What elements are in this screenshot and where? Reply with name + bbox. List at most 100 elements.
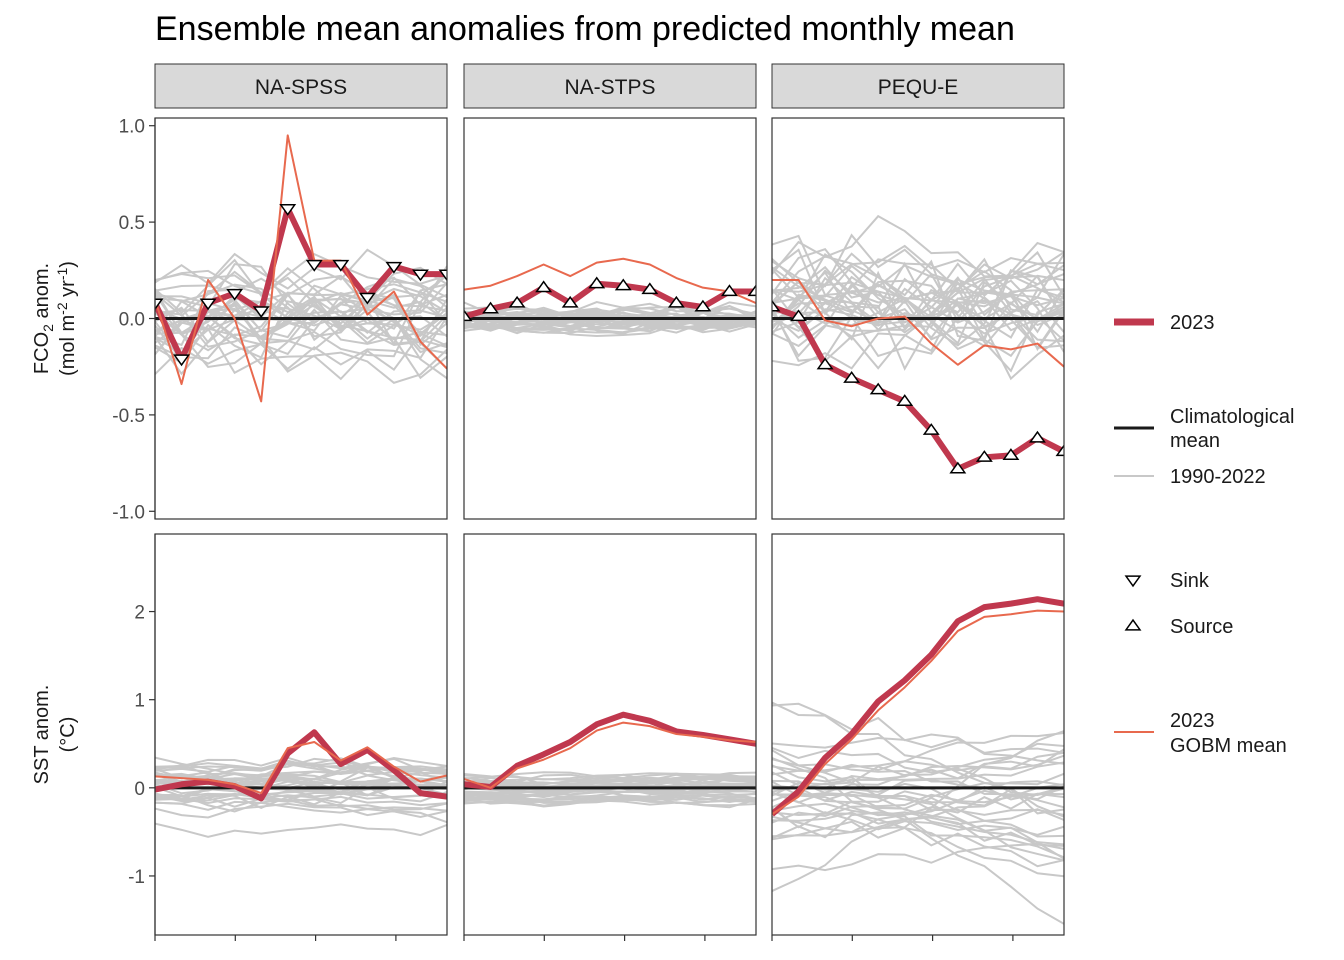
- y-axis-title-line2: (mol m-2 yr-1): [54, 261, 79, 376]
- y-axis-title-superscript: -2: [54, 302, 70, 315]
- history-line: [155, 275, 447, 337]
- facet-strip: [154, 63, 448, 109]
- panel-fco2-pequ-e: [772, 118, 1064, 519]
- history-line: [772, 802, 1064, 859]
- facet-panels: NA-SPSS NA-STPS PEQU-E -1.0 -0.5 0.0 0.5 1.0 FCO…: [31, 63, 1065, 941]
- history-line: [464, 311, 756, 327]
- source-marker: [588, 276, 606, 289]
- legend-label: mean: [1170, 430, 1220, 452]
- facet-strip: [771, 63, 1065, 109]
- gobm-mean-line: [464, 721, 756, 789]
- source-marker: [896, 394, 914, 406]
- sink-marker: [155, 298, 164, 311]
- sink-marker: [252, 306, 270, 319]
- sink-marker: [173, 354, 191, 367]
- source-marker: [667, 295, 685, 308]
- history-line: [155, 772, 447, 794]
- history-line: [772, 757, 1064, 925]
- y-axis-title-part: yr: [57, 280, 79, 303]
- panel-background: [155, 534, 447, 935]
- series-2023-line: [155, 729, 447, 802]
- y-axis-title-superscript: -1: [54, 268, 70, 281]
- history-line: [772, 815, 1064, 868]
- panel-border: [771, 117, 1065, 520]
- source-marker: [1028, 430, 1046, 443]
- source-marker: [561, 295, 579, 308]
- y-tick-label: 0.0: [119, 310, 145, 331]
- source-marker: [720, 284, 738, 297]
- legend-label: 1990-2022: [1170, 466, 1266, 488]
- series-2023-line: [464, 711, 756, 790]
- y-axis-title-part: FCO: [31, 332, 53, 374]
- history-line: [772, 269, 1064, 373]
- legend-source-icon: [1124, 618, 1142, 631]
- history-line: [772, 785, 1064, 804]
- legend-label: GOBM mean: [1170, 735, 1287, 757]
- sink-marker: [438, 269, 447, 282]
- facet-strip-label: NA-STPS: [564, 76, 655, 99]
- history-line: [772, 779, 1064, 838]
- history-line: [155, 822, 447, 838]
- y-axis-title-part: (mol m: [57, 315, 79, 376]
- panel-fco2-na-spss: [155, 118, 447, 519]
- source-marker: [975, 450, 993, 462]
- history-line: [772, 807, 1064, 836]
- history-line: [772, 250, 1064, 333]
- panel-border: [463, 533, 757, 936]
- history-line: [772, 702, 1064, 765]
- legend-label: Climatological: [1170, 406, 1295, 428]
- source-marker: [816, 357, 834, 370]
- source-marker: [790, 309, 808, 322]
- series-2023-line: [772, 304, 1064, 472]
- y-tick-label: -1: [128, 867, 145, 888]
- panel-sst-pequ-e: [772, 534, 1064, 935]
- series-2023-line: [772, 596, 1064, 817]
- history-line: [155, 780, 447, 800]
- history-line: [155, 796, 447, 811]
- panel-sst-na-spss: [155, 534, 447, 935]
- source-marker: [1002, 448, 1020, 460]
- panel-background: [772, 534, 1064, 935]
- history-line: [155, 269, 447, 309]
- sink-marker: [226, 288, 244, 301]
- panel-sst-na-stps: [464, 534, 756, 935]
- y-axis-title-part: anom.: [31, 263, 53, 324]
- history-line: [772, 737, 1064, 754]
- gobm-mean-line: [464, 257, 756, 304]
- history-line: [772, 298, 1064, 370]
- source-marker: [694, 299, 712, 312]
- history-line: [464, 786, 756, 799]
- y-tick-label: 1.0: [119, 117, 145, 138]
- history-line: [772, 742, 1064, 804]
- legend-label: Sink: [1170, 570, 1210, 592]
- source-marker: [922, 423, 940, 435]
- y-tick-label: 0: [134, 779, 145, 800]
- history-line: [772, 214, 1064, 278]
- history-line: [772, 783, 1064, 839]
- history-line: [155, 326, 447, 384]
- sink-marker: [279, 204, 297, 216]
- history-line: [464, 772, 756, 781]
- history-line: [155, 800, 447, 819]
- gobm-mean-line: [772, 609, 1064, 816]
- facet-strip-label: NA-SPSS: [255, 76, 347, 99]
- history-line: [155, 289, 447, 346]
- sink-marker: [385, 261, 403, 274]
- history-line: [772, 701, 1064, 818]
- y-axis-title-line2: (°C): [57, 717, 79, 753]
- history-line: [155, 276, 447, 325]
- gobm-mean-line: [772, 278, 1064, 368]
- y-tick-label: -1.0: [112, 502, 145, 523]
- facet-strip: [463, 63, 757, 109]
- legend-sink-icon: [1124, 575, 1142, 588]
- sink-marker: [411, 269, 429, 282]
- source-marker: [614, 278, 632, 291]
- y-axis-title: FCO2 anom.(mol m-2 yr-1): [31, 261, 79, 376]
- source-marker: [843, 371, 861, 383]
- source-marker: [508, 295, 526, 308]
- y-axis-title-line1: FCO2 anom.: [31, 263, 56, 374]
- y-axis-title: SST anom. (°C): [31, 685, 79, 785]
- y-tick-label: 1: [134, 691, 145, 712]
- legend-label: 2023: [1170, 312, 1215, 334]
